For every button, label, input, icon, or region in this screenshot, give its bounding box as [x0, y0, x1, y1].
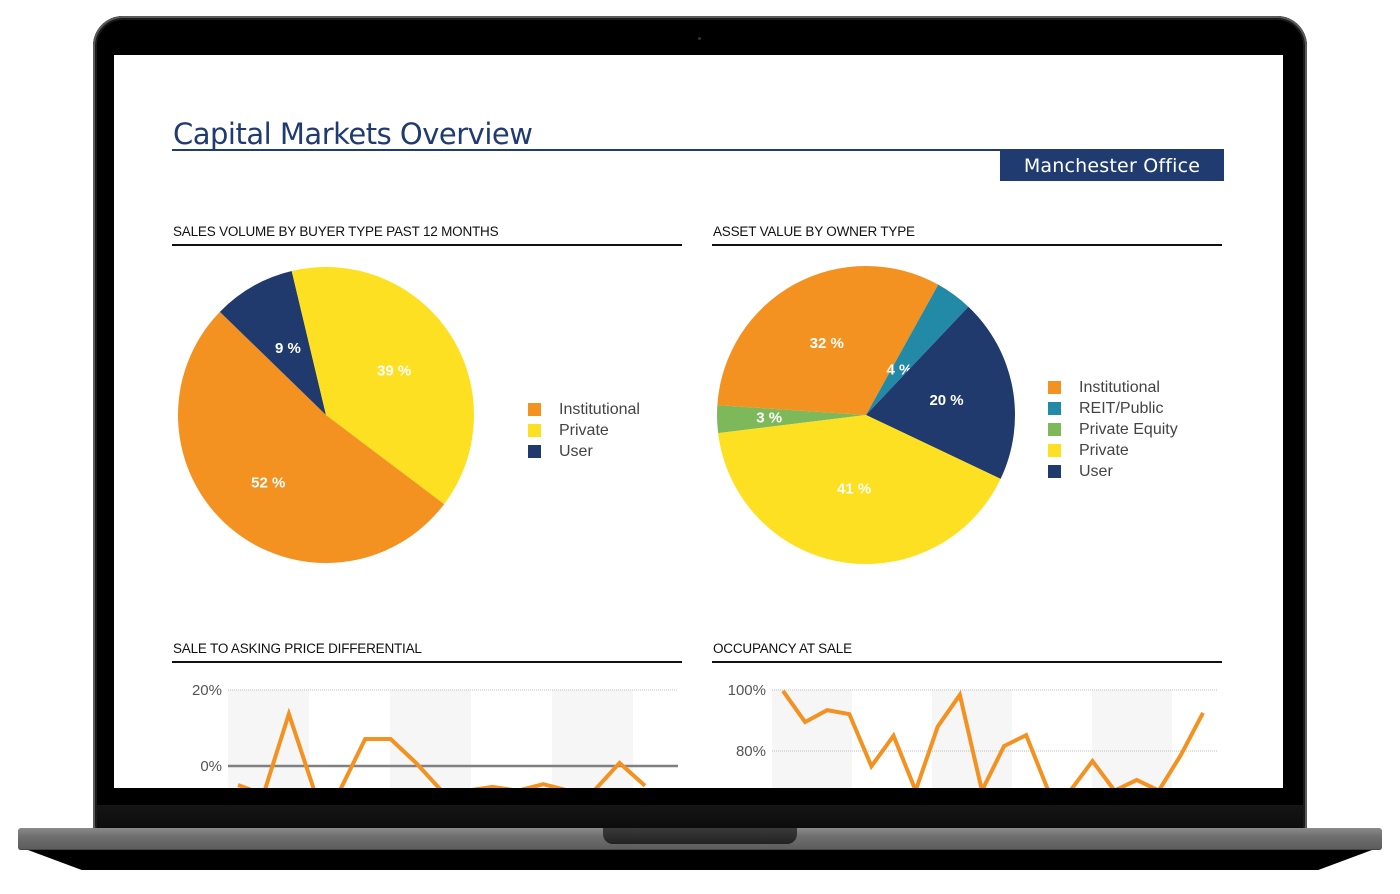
legend-swatch — [1048, 444, 1061, 457]
chart-band — [1092, 690, 1172, 788]
pie-label-private-equity: 3 % — [756, 410, 782, 427]
legend-item-private-equity: Private Equity — [1048, 419, 1178, 440]
price-diff-title: SALE TO ASKING PRICE DIFFERENTIAL — [173, 641, 422, 656]
y-tick-label: 20% — [192, 682, 222, 699]
y-tick-label: 80% — [736, 743, 766, 760]
asset-value-title: ASSET VALUE BY OWNER TYPE — [713, 224, 915, 239]
legend-item-user: User — [528, 441, 640, 462]
occupancy-line-chart: 100% 80% — [728, 682, 1218, 788]
laptop-base-bottom — [28, 850, 1372, 870]
legend-label: Institutional — [1079, 378, 1160, 396]
chart-band — [552, 690, 633, 788]
legend-swatch — [528, 424, 541, 437]
legend-swatch — [528, 445, 541, 458]
legend-swatch — [1048, 381, 1061, 394]
pie-slice-institutional — [717, 265, 939, 415]
office-badge: Manchester Office — [1000, 150, 1224, 181]
legend-label: Institutional — [559, 400, 640, 418]
pie-label-user: 9 % — [275, 340, 301, 357]
legend-label: User — [1079, 462, 1113, 480]
legend-label: REIT/Public — [1079, 399, 1164, 417]
laptop-notch — [603, 828, 797, 844]
occupancy-rule — [712, 661, 1222, 663]
series-line-occupancy — [781, 689, 1205, 788]
title-rule — [172, 149, 1224, 151]
legend-label: User — [559, 442, 593, 460]
legend-swatch — [1048, 465, 1061, 478]
legend-item-private: Private — [528, 420, 640, 441]
legend-item-institutional: Institutional — [528, 399, 640, 420]
sales-volume-title: SALES VOLUME BY BUYER TYPE PAST 12 MONTH… — [173, 224, 499, 239]
legend-swatch — [1048, 402, 1061, 415]
pie-slice-user — [219, 271, 326, 415]
pie-label-private: 41 % — [837, 481, 871, 498]
legend-item-institutional: Institutional — [1048, 377, 1178, 398]
pie-slice-private — [291, 267, 475, 505]
sales-volume-legend: Institutional Private User — [528, 399, 640, 462]
asset-value-pie-chart: 3 %32 %4 %20 %41 % — [717, 265, 1015, 564]
occupancy-title: OCCUPANCY AT SALE — [713, 641, 852, 656]
legend-label: Private — [1079, 441, 1129, 459]
sales-volume-pie-chart: 52 % 9 % 39 % — [178, 267, 475, 563]
pie-label-user: 20 % — [929, 392, 963, 409]
pie-slice-institutional — [178, 311, 445, 563]
legend-swatch — [1048, 423, 1061, 436]
series-line-differential — [237, 707, 647, 788]
pie-label-private: 39 % — [377, 362, 411, 379]
legend-label: Private — [559, 421, 609, 439]
pie-slice-reit-public — [866, 284, 969, 415]
pie-label-institutional: 32 % — [810, 335, 844, 352]
pie-slice-private — [718, 415, 1001, 564]
asset-value-legend: Institutional REIT/Public Private Equity Pr… — [1048, 377, 1178, 482]
page-title: Capital Markets Overview — [173, 117, 533, 151]
asset-value-rule — [712, 244, 1222, 246]
legend-swatch — [528, 403, 541, 416]
price-diff-line-chart: 20% 0% — [192, 682, 678, 788]
legend-item-reit-public: REIT/Public — [1048, 398, 1178, 419]
camera-icon — [698, 37, 701, 40]
pie-slice-private-equity — [717, 405, 866, 434]
pie-slice-user — [866, 306, 1015, 479]
chart-band — [390, 690, 471, 788]
y-tick-label: 100% — [728, 682, 766, 699]
chart-band — [772, 690, 852, 788]
laptop-chin — [97, 805, 1303, 829]
legend-item-user: User — [1048, 461, 1178, 482]
screen: Capital Markets Overview Manchester Offi… — [114, 55, 1283, 788]
legend-item-private: Private — [1048, 440, 1178, 461]
price-diff-rule — [172, 661, 682, 663]
pie-label-institutional: 52 % — [251, 474, 285, 491]
y-tick-label: 0% — [200, 758, 222, 775]
legend-label: Private Equity — [1079, 420, 1178, 438]
sales-volume-rule — [172, 244, 682, 246]
